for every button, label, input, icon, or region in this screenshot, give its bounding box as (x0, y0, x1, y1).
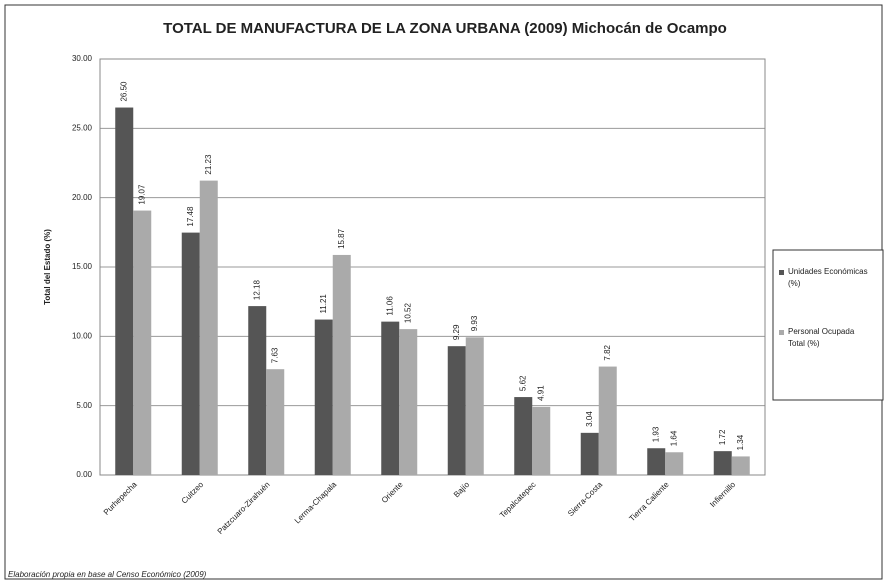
bar (332, 254, 351, 475)
y-tick-label: 20.00 (72, 193, 93, 202)
value-label: 9.29 (452, 324, 461, 340)
bar (381, 321, 400, 475)
value-label: 7.63 (270, 347, 279, 363)
bar (532, 406, 551, 475)
y-tick-label: 0.00 (76, 470, 92, 479)
value-label: 21.23 (204, 154, 213, 175)
bar (266, 369, 285, 475)
value-label: 5.62 (518, 375, 527, 391)
legend-swatch (779, 330, 784, 335)
bar (447, 346, 466, 475)
legend-label: Unidades Económicas (%) (788, 267, 870, 288)
value-label: 1.93 (651, 426, 660, 442)
y-tick-label: 25.00 (72, 123, 93, 132)
value-label: 17.48 (186, 206, 195, 227)
value-label: 11.06 (385, 296, 394, 316)
value-label: 12.18 (252, 280, 261, 301)
plot-frame (99, 58, 766, 476)
y-tick-label: 30.00 (72, 54, 93, 63)
bar (248, 306, 267, 475)
bar (133, 210, 152, 475)
value-label: 10.52 (403, 303, 412, 324)
value-label: 19.07 (137, 184, 146, 205)
chart-title: TOTAL DE MANUFACTURA DE LA ZONA URBANA (… (163, 20, 727, 37)
bar (115, 107, 134, 476)
bar (665, 452, 684, 475)
y-tick-label: 15.00 (72, 262, 93, 271)
bar (713, 451, 732, 475)
bar (598, 366, 617, 475)
value-label: 15.87 (337, 228, 346, 249)
bar (199, 180, 218, 476)
value-label: 1.64 (669, 430, 678, 446)
value-label: 9.93 (470, 315, 479, 331)
bar (647, 448, 666, 475)
value-label: 4.91 (536, 385, 545, 401)
bar (314, 319, 333, 475)
value-label: 11.21 (319, 294, 328, 314)
bar (465, 337, 484, 475)
bar (731, 456, 750, 475)
value-label: 26.50 (119, 81, 128, 102)
value-label: 1.72 (718, 429, 727, 445)
value-label: 1.34 (736, 434, 745, 450)
footnote: Elaboración propia en base al Censo Econ… (8, 570, 207, 579)
y-axis-label: Total del Estado (%) (43, 229, 52, 305)
y-tick-label: 5.00 (76, 401, 92, 410)
legend-swatch (779, 270, 784, 275)
bar (399, 329, 418, 475)
y-tick-label: 10.00 (72, 331, 93, 340)
value-label: 7.82 (603, 344, 612, 360)
legend-label: Personal Ocupada Total (%) (788, 327, 857, 348)
legend-box (772, 249, 884, 401)
value-label: 3.04 (585, 411, 594, 427)
bar (580, 432, 599, 475)
bar (181, 232, 200, 475)
bar (514, 397, 533, 475)
